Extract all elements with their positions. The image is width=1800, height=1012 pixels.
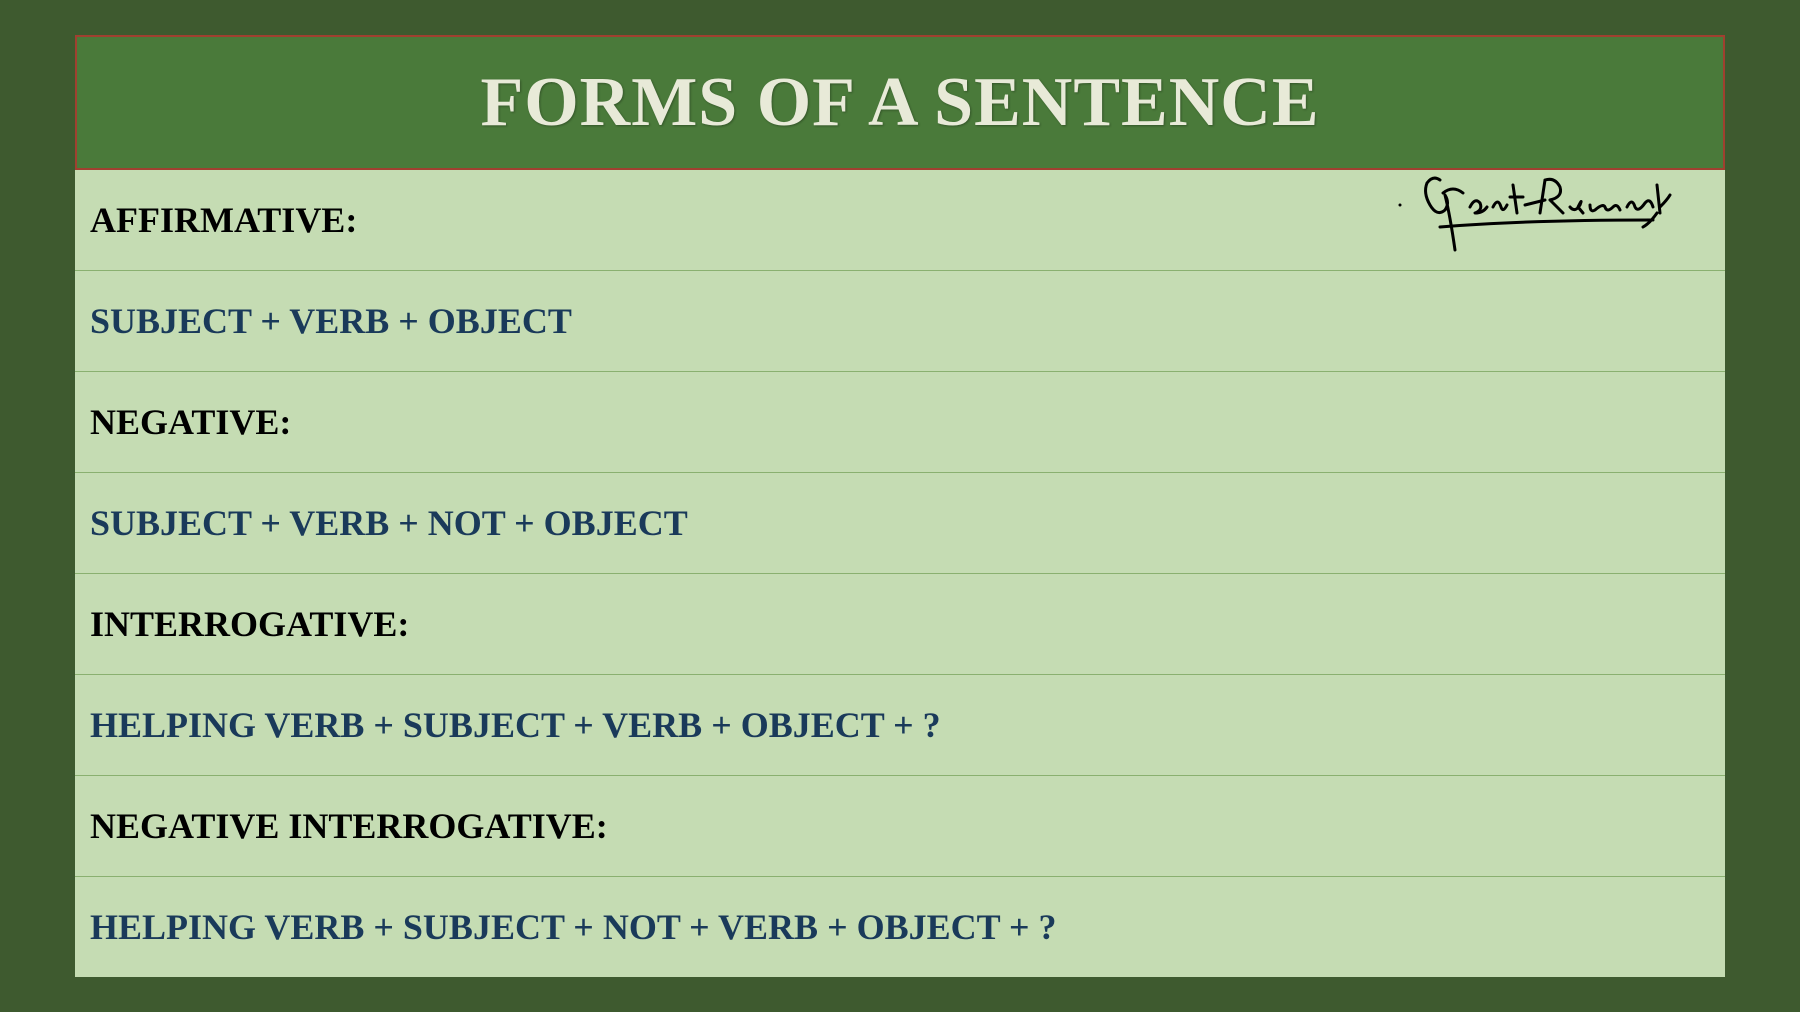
- formula-text: SUBJECT + VERB + OBJECT: [90, 300, 572, 342]
- row-negative-label: NEGATIVE:: [75, 372, 1725, 473]
- label-text: NEGATIVE INTERROGATIVE:: [90, 805, 608, 847]
- table-body: AFFIRMATIVE:: [75, 170, 1725, 977]
- row-negative-interrogative-formula: HELPING VERB + SUBJECT + NOT + VERB + OB…: [75, 877, 1725, 977]
- row-interrogative-label: INTERROGATIVE:: [75, 574, 1725, 675]
- label-text: AFFIRMATIVE:: [90, 199, 357, 241]
- label-text: NEGATIVE:: [90, 401, 291, 443]
- row-affirmative-label: AFFIRMATIVE:: [75, 170, 1725, 271]
- row-negative-formula: SUBJECT + VERB + NOT + OBJECT: [75, 473, 1725, 574]
- row-interrogative-formula: HELPING VERB + SUBJECT + VERB + OBJECT +…: [75, 675, 1725, 776]
- formula-text: HELPING VERB + SUBJECT + NOT + VERB + OB…: [90, 906, 1056, 948]
- page-title: FORMS OF A SENTENCE: [480, 63, 1319, 143]
- formula-text: HELPING VERB + SUBJECT + VERB + OBJECT +…: [90, 704, 941, 746]
- row-negative-interrogative-label: NEGATIVE INTERROGATIVE:: [75, 776, 1725, 877]
- label-text: INTERROGATIVE:: [90, 603, 409, 645]
- slide-container: FORMS OF A SENTENCE AFFIRMATIVE:: [75, 35, 1725, 977]
- formula-text: SUBJECT + VERB + NOT + OBJECT: [90, 502, 688, 544]
- header: FORMS OF A SENTENCE: [75, 35, 1725, 170]
- signature: [1395, 165, 1675, 265]
- row-affirmative-formula: SUBJECT + VERB + OBJECT: [75, 271, 1725, 372]
